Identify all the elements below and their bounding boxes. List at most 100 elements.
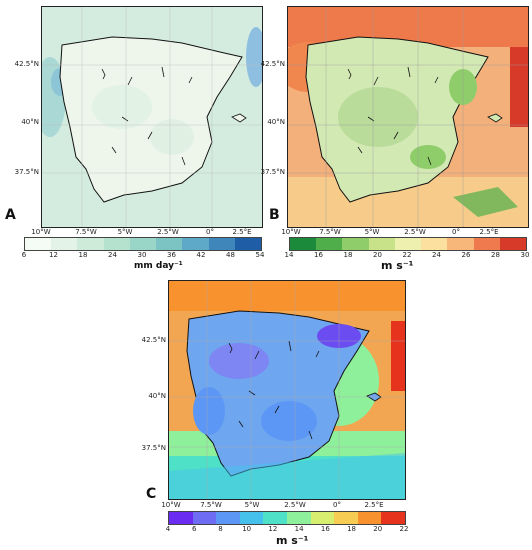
colorbar-b-tick: 22 [402,251,412,259]
lon-label-a-3: 5°W [117,228,133,236]
colorbar-b-segment [368,238,395,250]
map-c-svg [169,281,405,499]
lon-label-c-4: 2.5°W [284,501,306,509]
colorbar-a-segment [129,238,157,250]
panel-label-c: C [146,486,157,502]
colorbar-c-tick: 18 [347,525,356,533]
lon-label-a-5: 0° [206,228,214,236]
colorbar-b-tick: 16 [314,251,323,259]
colorbar-c-segment [192,512,217,524]
lon-label-b-6: 2.5°E [479,228,499,236]
colorbar-c-segment [286,512,311,524]
colorbar-a-segment [77,238,104,250]
colorbar-c-segment [310,512,335,524]
colorbar-b-tick: 24 [432,251,441,259]
colorbar-a-tick: 6 [21,251,27,259]
colorbar-c-tick: 4 [165,525,171,533]
lat-label-b-2: 40°N [267,118,285,126]
colorbar-a-tick: 36 [167,251,176,259]
map-panel-b [287,6,529,228]
unit-label-a: mm day⁻¹ [134,261,183,271]
colorbar-a-tick: 48 [226,251,235,259]
lon-label-b-1: 10°W [281,228,301,236]
colorbar-a-tick: 24 [108,251,117,259]
lat-label-a-2: 40°N [21,118,39,126]
lon-label-a-2: 7.5°W [75,228,97,236]
colorbar-b [289,237,527,251]
colorbar-b-segment [421,238,448,250]
colorbar-a-tick: 54 [255,251,265,259]
colorbar-c-tick: 16 [320,525,330,533]
panel-label-b: B [269,207,280,223]
colorbar-b-segment [316,238,343,250]
colorbar-a-tick: 18 [78,251,88,259]
colorbar-c-segment [381,512,405,524]
coastline [59,36,243,203]
colorbar-b-segment [499,238,526,250]
lat-label-b-1: 42.5°N [260,60,285,68]
lat-label-c-3: 37.5°N [141,444,166,452]
colorbar-a-segment [103,238,130,250]
colorbar-c-tick: 22 [399,525,409,533]
colorbar-c-tick: 6 [191,525,197,533]
colorbar-a-tick: 30 [137,251,147,259]
lat-label-a-1: 42.5°N [14,60,39,68]
colorbar-a-segment [234,238,261,250]
colorbar-c-segment [334,512,358,524]
colorbar-a-tick: 12 [49,251,58,259]
colorbar-b-tick: 18 [343,251,353,259]
colorbar-c-tick: 12 [268,525,278,533]
lon-label-c-3: 5°W [244,501,260,509]
colorbar-b-tick: 30 [520,251,530,259]
colorbar-a-tick: 42 [196,251,206,259]
lat-label-a-3: 37.5°N [14,168,39,176]
colorbar-b-segment [473,238,500,250]
colorbar-c-tick: 8 [218,525,223,533]
colorbar-c-segment [263,512,287,524]
colorbar-c-segment [357,512,382,524]
colorbar-c-segment [239,512,264,524]
lon-label-c-5: 0° [333,501,341,509]
colorbar-c-tick: 20 [373,525,383,533]
colorbar-b-tick: 14 [284,251,294,259]
lon-label-b-2: 7.5°W [319,228,341,236]
colorbar-b-segment [394,238,422,250]
colorbar-c [168,511,406,525]
colorbar-a-segment [156,238,183,250]
lat-label-c-1: 42.5°N [141,336,166,344]
colorbar-b-tick: 20 [373,251,382,259]
colorbar-a [24,237,262,251]
rivers [101,66,193,166]
colorbar-b-segment [290,238,317,250]
colorbar-b-tick: 26 [461,251,471,259]
colorbar-a-segment [208,238,235,250]
lat-label-b-3: 37.5°N [260,168,285,176]
colorbar-a-segment [51,238,78,250]
unit-label-b: m s⁻¹ [381,259,414,272]
map-panel-a [41,6,263,228]
unit-label-c: m s⁻¹ [276,534,309,547]
lon-label-b-3: 5°W [364,228,380,236]
colorbar-b-tick: 28 [491,251,500,259]
colorbar-c-segment [169,512,193,524]
colorbar-b-segment [447,238,474,250]
colorbar-a-segment [25,238,52,250]
panel-label-a: A [5,207,16,223]
colorbar-c-tick: 14 [294,525,304,533]
colorbar-c-tick: 10 [242,525,252,533]
map-b-svg [288,7,528,227]
map-a-svg [42,7,262,227]
colorbar-a-segment [182,238,209,250]
colorbar-c-segment [216,512,240,524]
lon-label-a-4: 2.5°W [157,228,179,236]
lon-label-c-6: 2.5°E [364,501,384,509]
lon-label-a-6: 2.5°E [232,228,252,236]
lon-label-b-4: 2.5°W [404,228,426,236]
lon-label-b-5: 0° [452,228,460,236]
lon-label-c-2: 7.5°W [200,501,222,509]
lat-label-c-2: 40°N [148,392,166,400]
lon-label-a-1: 10°W [31,228,51,236]
colorbar-b-segment [342,238,369,250]
map-panel-c [168,280,406,500]
lon-label-c-1: 10°W [161,501,181,509]
